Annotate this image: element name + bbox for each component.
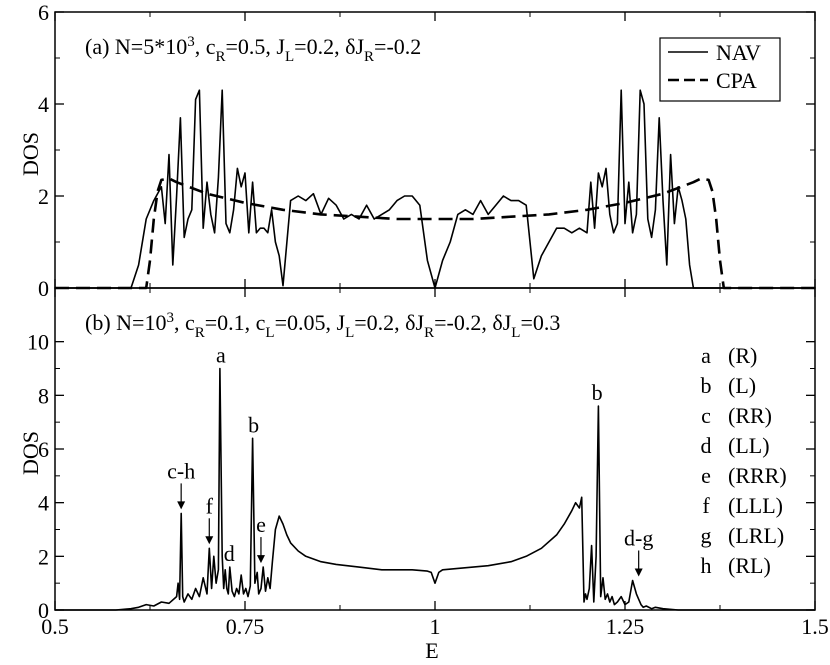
y-tick-label-b-4: 8 xyxy=(38,383,49,408)
x-tick-label-2: 1 xyxy=(430,614,441,639)
x-tick-label-3: 1.25 xyxy=(606,614,645,639)
key-code-b: (L) xyxy=(728,373,756,398)
y-tick-label-b-1: 2 xyxy=(38,544,49,569)
key-letter-e: e xyxy=(701,463,711,488)
series-cpa-line-a xyxy=(55,177,815,290)
legend-label-nav: NAV xyxy=(716,40,761,65)
y-axis-label-a: DOS xyxy=(18,132,43,176)
key-code-d: (LL) xyxy=(728,433,770,458)
annotation-label-5: d xyxy=(224,541,235,566)
key-code-e: (RRR) xyxy=(728,463,787,488)
annotation-label-3: c-h xyxy=(167,458,195,483)
annotation-label-2: b xyxy=(592,380,603,405)
panel-title-b: (b) N=103, cR=0.1, cL=0.05, JL=0.2, δJR=… xyxy=(85,310,560,341)
key-code-h: (RL) xyxy=(728,553,771,578)
panel-a: 0 2 4 6 DOS (a) N=5*103, cR=0.5, JL=0.2, δJR=… xyxy=(18,0,816,301)
y-tick-label-a-0: 0 xyxy=(38,276,49,301)
key-letter-b: b xyxy=(701,373,712,398)
y-tick-label-b-2: 4 xyxy=(38,491,49,516)
key-letter-c: c xyxy=(701,403,711,428)
annotation-arrowhead-3 xyxy=(177,501,186,510)
key-code-c: (RR) xyxy=(728,403,772,428)
key-letter-d: d xyxy=(701,433,712,458)
annotation-label-6: e xyxy=(256,512,266,537)
annotation-label-4: f xyxy=(206,493,214,518)
y-tick-label-b-0: 0 xyxy=(38,598,49,623)
legend-label-cpa: CPA xyxy=(716,68,757,93)
x-axis-label: E xyxy=(425,638,438,663)
x-tick-label-1: 0.75 xyxy=(226,614,265,639)
series-nav-line-b xyxy=(55,367,815,611)
panel-title-a: (a) N=5*103, cR=0.5, JL=0.2, δJR=-0.2 xyxy=(85,34,421,65)
y-tick-label-a-3: 6 xyxy=(38,0,49,25)
key-letter-f: f xyxy=(702,493,710,518)
y-tick-label-a-1: 2 xyxy=(38,184,49,209)
x-tick-label-4: 1.5 xyxy=(801,614,829,639)
y-tick-label-a-2: 4 xyxy=(38,92,49,117)
key-code-f: (LLL) xyxy=(728,493,783,518)
annotation-label-1: b xyxy=(248,412,259,437)
annotation-arrowhead-7 xyxy=(634,568,643,577)
annotation-arrowhead-6 xyxy=(256,555,265,564)
annotation-label-0: a xyxy=(216,343,226,368)
legend-box xyxy=(659,37,781,102)
panel-b: 0 2 4 6 8 10 DOS (b) N=103, cR=0.1, cL=0.05, JL… xyxy=(18,287,829,663)
x-tick-label-0: 0.5 xyxy=(41,614,69,639)
series-nav-line-a xyxy=(55,89,815,289)
annotation-label-7: d-g xyxy=(624,525,653,550)
key-letter-a: a xyxy=(701,343,711,368)
key-letter-g: g xyxy=(701,523,712,548)
y-axis-label-b: DOS xyxy=(18,431,43,475)
annotation-arrowhead-4 xyxy=(205,536,214,545)
key-code-a: (R) xyxy=(728,343,757,368)
key-code-g: (LRL) xyxy=(728,523,784,548)
key-letter-h: h xyxy=(701,553,712,578)
y-tick-label-b-3: 6 xyxy=(38,437,49,462)
y-tick-label-b-5: 10 xyxy=(27,330,49,355)
